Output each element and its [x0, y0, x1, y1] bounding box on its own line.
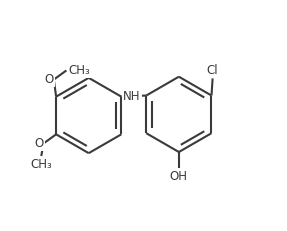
Text: OH: OH — [170, 170, 188, 183]
Text: O: O — [34, 137, 44, 150]
Text: O: O — [44, 73, 54, 86]
Text: Cl: Cl — [207, 64, 218, 77]
Text: NH: NH — [123, 90, 141, 103]
Text: CH₃: CH₃ — [30, 158, 52, 171]
Text: CH₃: CH₃ — [69, 64, 90, 77]
